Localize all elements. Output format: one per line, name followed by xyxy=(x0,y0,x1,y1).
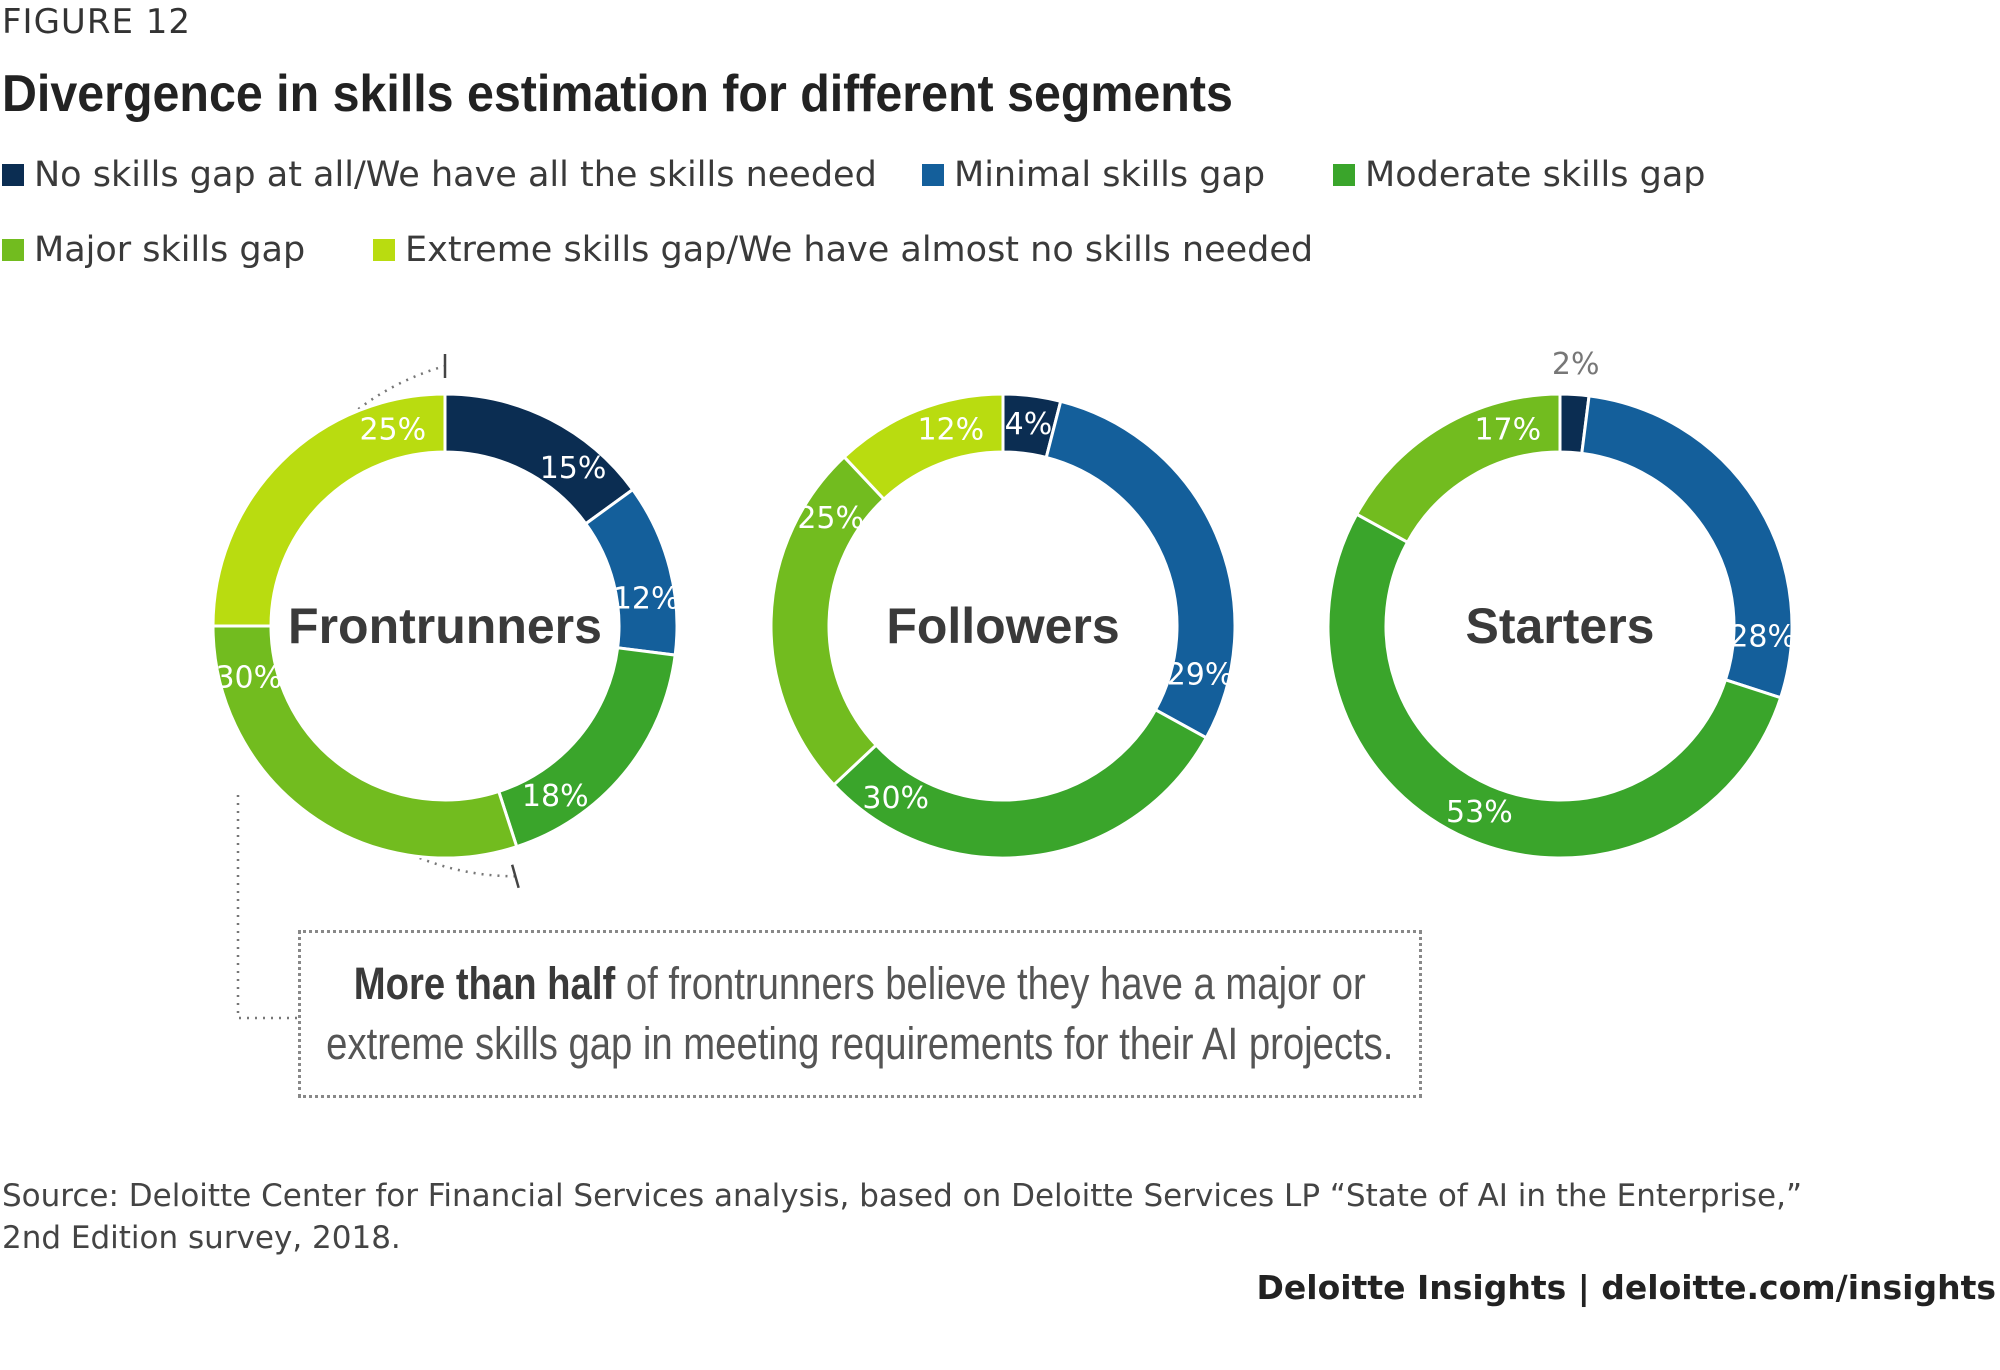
legend-label: Minimal skills gap xyxy=(954,155,1266,195)
slice-label: 28% xyxy=(1729,619,1796,654)
source-note: Source: Deloitte Center for Financial Se… xyxy=(2,1175,1802,1259)
legend-item-no-gap: No skills gap at all/We have all the ski… xyxy=(2,155,877,195)
source-line-1: Source: Deloitte Center for Financial Se… xyxy=(2,1178,1802,1214)
footer-brand: Deloitte Insights | deloitte.com/insight… xyxy=(1256,1268,1996,1307)
slice-label: 30% xyxy=(215,661,282,696)
callout-bold: More than half xyxy=(354,958,616,1009)
legend-item-extreme: Extreme skills gap/We have almost no ski… xyxy=(373,230,1313,270)
callout-line2: extreme skills gap in meeting requiremen… xyxy=(326,1018,1394,1069)
legend-label: Moderate skills gap xyxy=(1365,155,1706,195)
slice-label: 29% xyxy=(1167,657,1234,692)
bracket-tick xyxy=(510,864,520,889)
slice-starters-3 xyxy=(1354,392,1562,545)
slice-label: 2% xyxy=(1552,347,1600,382)
legend-item-moderate: Moderate skills gap xyxy=(1333,155,1706,195)
slice-label: 17% xyxy=(1474,412,1541,447)
callout-text: More than half of frontrunners believe t… xyxy=(326,954,1393,1074)
legend-swatch xyxy=(922,164,944,186)
donut-group: 15% 12% 18% 30% 25% Frontrunners 4% 29% 30% 25% 12… xyxy=(211,347,1796,860)
slice-followers-2 xyxy=(831,707,1209,860)
legend-item-major: Major skills gap xyxy=(2,230,305,270)
slice-frontrunners-3 xyxy=(211,624,519,860)
legend-label: Extreme skills gap/We have almost no ski… xyxy=(405,230,1314,270)
callout-box: More than half of frontrunners believe t… xyxy=(298,930,1422,1098)
slice-followers-4 xyxy=(842,392,1005,502)
slice-label: 4% xyxy=(1005,407,1053,442)
legend-item-minimal: Minimal skills gap xyxy=(922,155,1265,195)
bracket-connector xyxy=(236,795,298,1020)
legend-label: No skills gap at all/We have all the ski… xyxy=(34,155,877,195)
frontrunners-highlight-bracket xyxy=(236,354,520,1020)
slice-label: 25% xyxy=(359,412,426,447)
legend-swatch xyxy=(2,164,24,186)
slice-label: 12% xyxy=(613,581,680,616)
figure-label: FIGURE 12 xyxy=(2,2,191,42)
slice-label: 30% xyxy=(862,781,929,816)
chart-title: Divergence in skills estimation for diff… xyxy=(2,65,1233,123)
slice-frontrunners-4 xyxy=(211,392,447,628)
donut-center-label-frontrunners: Frontrunners xyxy=(288,598,602,654)
legend-swatch xyxy=(373,239,395,261)
donut-center-label-starters: Starters xyxy=(1466,598,1655,654)
slice-followers-1 xyxy=(1044,399,1237,740)
slice-label: 25% xyxy=(797,501,864,536)
slice-label: 53% xyxy=(1446,795,1513,830)
slice-starters-2 xyxy=(1326,512,1783,860)
slice-starters-1 xyxy=(1580,394,1794,700)
slice-label: 15% xyxy=(540,451,607,486)
slice-label: 12% xyxy=(917,412,984,447)
legend-swatch xyxy=(2,239,24,261)
donut-center-label-followers: Followers xyxy=(886,598,1119,654)
source-line-2: 2nd Edition survey, 2018. xyxy=(2,1220,401,1256)
legend-label: Major skills gap xyxy=(34,230,306,270)
slice-frontrunners-2 xyxy=(496,646,677,849)
legend-swatch xyxy=(1333,164,1355,186)
callout-line1: of frontrunners believe they have a majo… xyxy=(615,958,1366,1009)
slice-label: 18% xyxy=(522,779,589,814)
